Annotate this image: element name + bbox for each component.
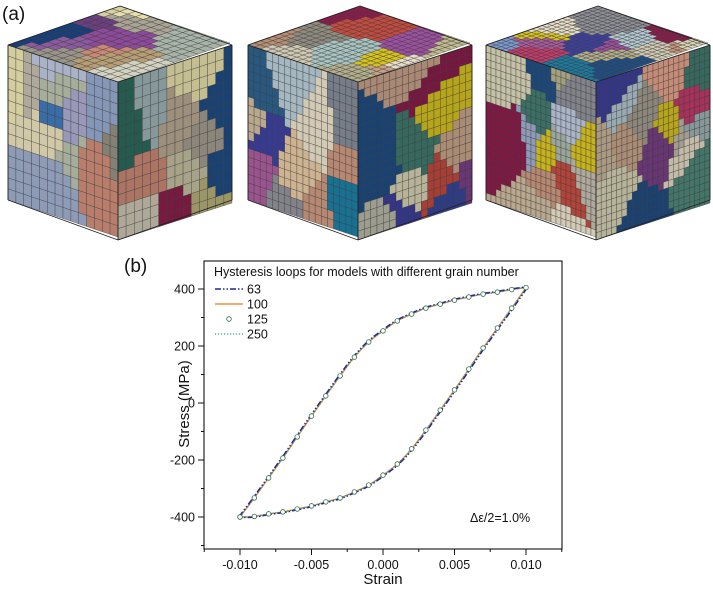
- series-125-marker: [265, 475, 272, 481]
- legend-label-125: 125: [247, 313, 268, 327]
- series-125-marker: [366, 482, 372, 488]
- series-125-marker: [466, 366, 472, 372]
- series-125-marker: [523, 284, 529, 291]
- series-125-marker: [294, 506, 300, 512]
- series-125-marker: [451, 387, 458, 393]
- svg-text:200: 200: [174, 340, 195, 354]
- series-125-marker: [423, 305, 429, 311]
- series-125-marker: [408, 446, 415, 452]
- series-250-line: [239, 287, 527, 518]
- panel-a-label: (a): [2, 4, 26, 25]
- series-63-line: [238, 286, 526, 517]
- series-125-marker: [337, 495, 343, 501]
- series-125-marker: [394, 318, 400, 324]
- legend-marker-125: [226, 316, 232, 322]
- legend-label-63: 63: [247, 283, 261, 297]
- svg-text:-200: -200: [170, 454, 195, 468]
- x-axis-title: Strain: [363, 571, 402, 588]
- svg-text:0: 0: [188, 397, 195, 411]
- series-125-marker: [237, 514, 243, 520]
- series-125-marker: [494, 289, 501, 295]
- series-125-marker: [394, 461, 400, 467]
- svg-text:0.010: 0.010: [510, 558, 541, 572]
- svg-text:-0.010: -0.010: [222, 558, 257, 572]
- series-125-marker: [251, 513, 257, 520]
- series-125-marker: [323, 499, 329, 505]
- svg-text:400: 400: [174, 283, 195, 297]
- series-125-marker: [294, 434, 300, 440]
- legend-label-250: 250: [247, 328, 268, 342]
- series-100-line: [239, 287, 527, 518]
- plot-curves: [237, 284, 529, 520]
- series-125-marker: [423, 427, 429, 433]
- series-63-line: [240, 287, 528, 519]
- series-125-marker: [351, 489, 358, 495]
- svg-text:-0.005: -0.005: [294, 558, 329, 572]
- legend-label-100: 100: [247, 298, 268, 312]
- series-125-marker: [494, 325, 501, 331]
- series-125-marker: [466, 294, 472, 300]
- series-125-marker: [451, 297, 458, 303]
- series-250-line: [239, 287, 527, 518]
- series-125-marker: [437, 301, 443, 307]
- series-125-marker: [280, 509, 286, 515]
- series-125-marker: [265, 511, 272, 517]
- y-axis-title: Stress (MPa): [176, 360, 193, 448]
- series-125-marker: [408, 311, 415, 317]
- series-125-marker: [280, 455, 286, 461]
- svg-text:0.005: 0.005: [439, 558, 470, 572]
- legend-title: Hysteresis loops for models with differe…: [214, 265, 519, 279]
- grain-cube-125: [247, 5, 473, 241]
- series-125-marker: [509, 305, 515, 311]
- axis-ticks: -0.010 -0.005 0.000 0.005 0.010 -400 -200 0 200 4…: [170, 283, 563, 572]
- series-125-marker: [251, 495, 257, 501]
- svg-text:-400: -400: [170, 511, 195, 525]
- panel-b-label: (b): [124, 256, 148, 277]
- series-125-marker: [437, 407, 443, 413]
- series-125-marker: [308, 413, 315, 419]
- series-125-marker: [380, 472, 386, 478]
- grain-cube-63: [7, 5, 233, 241]
- series-125-marker: [480, 345, 486, 351]
- series-125-marker: [380, 328, 386, 334]
- series-125-marker: [308, 503, 315, 509]
- series-100-line: [239, 286, 527, 518]
- strain-amplitude-annotation: Δε/2=1.0%: [470, 511, 530, 525]
- series-125-marker: [323, 393, 329, 399]
- grain-cube-250: [485, 5, 711, 241]
- series-125-marker: [337, 373, 343, 379]
- series-125-marker: [366, 339, 372, 345]
- series-125-marker: [480, 291, 486, 297]
- series-125-marker: [351, 354, 358, 360]
- svg-text:0.000: 0.000: [367, 558, 398, 572]
- series-125-marker: [509, 286, 515, 293]
